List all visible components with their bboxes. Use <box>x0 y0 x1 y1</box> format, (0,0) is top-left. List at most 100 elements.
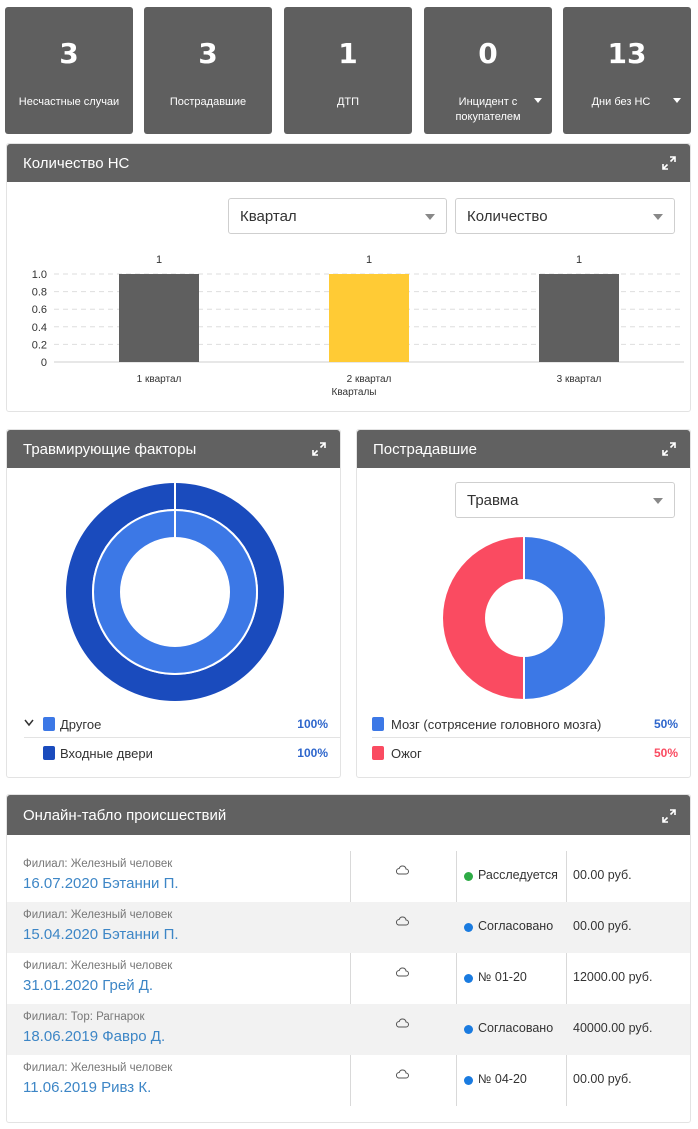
column-divider <box>456 851 457 1106</box>
legend-swatch <box>43 746 55 760</box>
stat-label: Несчастные случаи <box>18 96 120 108</box>
table-row[interactable]: Филиал: Железный человек 16.07.2020 Бэта… <box>7 851 690 902</box>
legend-label: Входные двери <box>60 746 153 761</box>
status-dot <box>464 923 473 932</box>
stat-label: Инцидент с покупателем <box>455 96 521 123</box>
y-tick-label: 0.8 <box>32 287 47 299</box>
amount-value: 12000.00 руб. <box>573 970 653 984</box>
stat-tile-accidents[interactable]: 3 Несчастные случаи <box>5 7 133 134</box>
injury-select[interactable]: Травма <box>455 482 675 518</box>
victims-donut-chart <box>443 535 605 701</box>
legend-label: Ожог <box>391 746 422 761</box>
cloud-icon[interactable] <box>395 1069 409 1079</box>
bar <box>119 274 199 362</box>
bar-chart: 1.0 0.8 0.6 0.4 0.2 0 1 1 квартал 1 2 квартал 1 3 к… <box>32 254 684 398</box>
chevron-down-icon[interactable] <box>534 98 542 103</box>
chevron-down-icon[interactable] <box>24 719 34 727</box>
y-tick-label: 0.2 <box>32 339 47 351</box>
legend-row[interactable]: Ожог 50% <box>372 739 690 767</box>
expand-icon[interactable] <box>662 156 676 170</box>
select-value: Травма <box>467 492 519 509</box>
x-tick-label: 2 квартал <box>347 374 392 385</box>
donut-slice-burn <box>443 537 524 699</box>
incident-link[interactable]: 18.06.2019 Фавро Д. <box>23 1028 166 1045</box>
incident-link[interactable]: 11.06.2019 Ривз К. <box>23 1079 152 1096</box>
column-divider <box>350 851 351 1106</box>
incident-link[interactable]: 16.07.2020 Бэтанни П. <box>23 875 179 892</box>
branch-label: Филиал: Железный человек <box>23 1062 173 1074</box>
select-value: Квартал <box>240 208 297 225</box>
chevron-down-icon <box>653 498 663 504</box>
victims-panel: Пострадавшие Травма Мозг (сотрясение гол… <box>356 429 691 778</box>
amount-value: 00.00 руб. <box>573 919 632 933</box>
panel-header: Травмирующие факторы <box>7 430 340 468</box>
stat-tile-victims[interactable]: 3 Пострадавшие <box>144 7 272 134</box>
table-row[interactable]: Филиал: Тор: Рагнарок 18.06.2019 Фавро Д… <box>7 1004 690 1055</box>
table-row[interactable]: Филиал: Железный человек 15.04.2020 Бэта… <box>7 902 690 953</box>
donut-slice-brain <box>524 537 605 699</box>
cloud-icon[interactable] <box>395 916 409 926</box>
legend-row[interactable]: Входные двери 100% <box>24 739 340 767</box>
panel-header: Количество НС <box>7 144 690 182</box>
stat-value: 3 <box>59 37 79 70</box>
legend-swatch <box>372 717 384 731</box>
panel-title: Пострадавшие <box>373 441 477 458</box>
legend-swatch <box>43 717 55 731</box>
expand-icon[interactable] <box>312 442 326 456</box>
cloud-icon[interactable] <box>395 865 409 875</box>
legend-row[interactable]: Мозг (сотрясение головного мозга) 50% <box>372 710 690 738</box>
status-label: Расследуется <box>478 868 558 882</box>
bar <box>539 274 619 362</box>
y-tick-label: 1.0 <box>32 269 47 281</box>
panel-title: Количество НС <box>23 155 130 172</box>
branch-label: Филиал: Железный человек <box>23 909 173 921</box>
y-tick-label: 0 <box>41 357 47 369</box>
legend-label: Другое <box>60 717 102 732</box>
stat-value: 0 <box>478 37 498 70</box>
legend-row[interactable]: Другое 100% <box>24 710 340 738</box>
cloud-icon[interactable] <box>395 967 409 977</box>
status-label: Согласовано <box>478 1021 554 1035</box>
expand-icon[interactable] <box>662 809 676 823</box>
amount-value: 00.00 руб. <box>573 868 632 882</box>
chevron-down-icon <box>425 214 435 220</box>
incident-link[interactable]: 31.01.2020 Грей Д. <box>23 977 154 994</box>
period-select[interactable]: Квартал <box>228 198 447 234</box>
incidents-panel: Онлайн-табло происшествий Филиал: Железн… <box>6 794 691 1123</box>
legend-percent: 50% <box>653 746 678 760</box>
cloud-icon[interactable] <box>395 1018 409 1028</box>
chevron-down-icon <box>653 214 663 220</box>
legend-label: Мозг (сотрясение головного мозга) <box>391 717 602 732</box>
factors-donut-chart <box>66 482 284 701</box>
bar-data-label: 1 <box>156 254 162 266</box>
stat-label: Пострадавшие <box>169 96 247 108</box>
status-dot <box>464 1025 473 1034</box>
branch-label: Филиал: Железный человек <box>23 858 173 870</box>
status-label: № 04-20 <box>478 1072 527 1086</box>
stat-tile-customer-incident[interactable]: 0 Инцидент с покупателем <box>424 7 552 134</box>
branch-label: Филиал: Железный человек <box>23 960 173 972</box>
table-row[interactable]: Филиал: Железный человек 31.01.2020 Грей… <box>7 953 690 1004</box>
bar-data-label: 1 <box>366 254 372 266</box>
stat-label: ДТП <box>336 96 360 108</box>
status-dot <box>464 974 473 983</box>
legend-percent: 100% <box>297 746 328 760</box>
stat-value: 3 <box>198 37 218 70</box>
table-row[interactable]: Филиал: Железный человек 11.06.2019 Ривз… <box>7 1055 690 1106</box>
stat-label: Дни без НС <box>591 96 651 108</box>
bar-data-label: 1 <box>576 254 582 266</box>
metric-select[interactable]: Количество <box>455 198 675 234</box>
y-tick-label: 0.6 <box>32 304 47 316</box>
incident-link[interactable]: 15.04.2020 Бэтанни П. <box>23 926 179 943</box>
legend-swatch <box>372 746 384 760</box>
incidents-table: Филиал: Железный человек 16.07.2020 Бэта… <box>7 851 690 1106</box>
panel-header: Онлайн-табло происшествий <box>7 795 690 835</box>
bar <box>329 274 409 362</box>
select-value: Количество <box>467 208 548 225</box>
stat-tile-traffic[interactable]: 1 ДТП <box>284 7 412 134</box>
chevron-down-icon[interactable] <box>673 98 681 103</box>
stat-tile-days-without[interactable]: 13 Дни без НС <box>563 7 691 134</box>
factors-panel: Травмирующие факторы Другое 100% Входные… <box>6 429 341 778</box>
status-label: Согласовано <box>478 919 554 933</box>
expand-icon[interactable] <box>662 442 676 456</box>
